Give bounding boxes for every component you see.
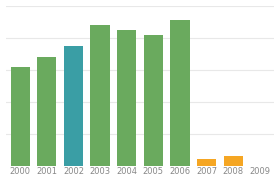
Bar bbox=[90, 25, 110, 166]
Bar bbox=[197, 159, 216, 166]
Bar bbox=[64, 46, 83, 166]
Bar bbox=[37, 57, 57, 166]
Bar bbox=[144, 35, 163, 166]
Bar bbox=[223, 156, 243, 166]
Bar bbox=[117, 30, 136, 166]
Bar bbox=[11, 67, 30, 166]
Bar bbox=[170, 20, 190, 166]
